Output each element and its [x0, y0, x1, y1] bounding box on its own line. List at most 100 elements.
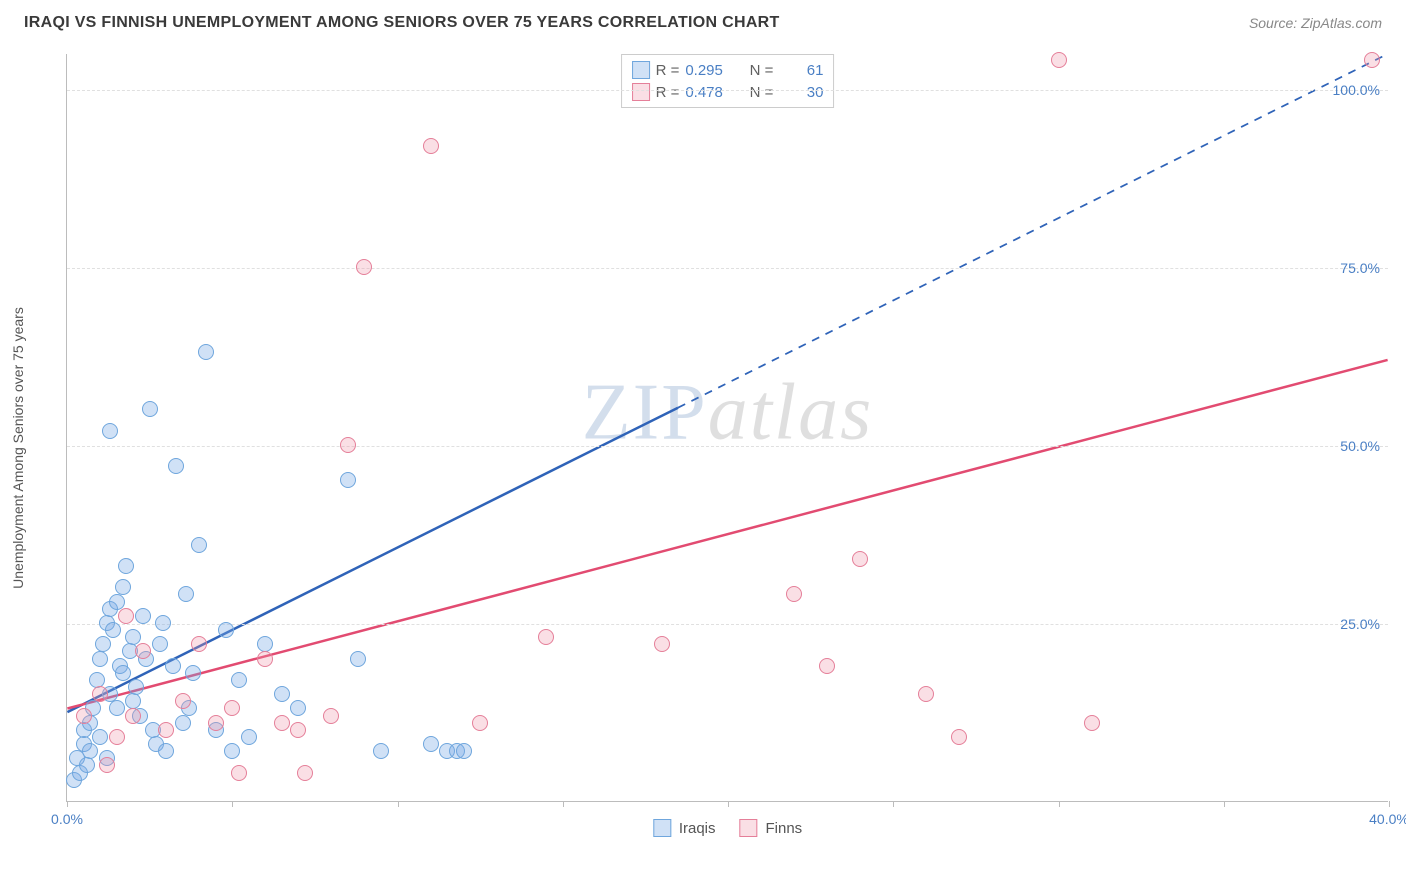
x-tick — [232, 801, 233, 807]
data-point-iraqis — [125, 629, 141, 645]
data-point-finns — [224, 700, 240, 716]
gridline — [67, 446, 1388, 447]
data-point-finns — [76, 708, 92, 724]
correlation-stats-box: R =0.295 N =61R =0.478 N =30 — [621, 54, 835, 108]
data-point-finns — [158, 722, 174, 738]
data-point-finns — [191, 636, 207, 652]
stat-n-label: N = — [750, 62, 774, 79]
data-point-iraqis — [82, 743, 98, 759]
data-point-iraqis — [92, 729, 108, 745]
data-point-iraqis — [373, 743, 389, 759]
gridline — [67, 268, 1388, 269]
data-point-iraqis — [224, 743, 240, 759]
data-point-iraqis — [128, 679, 144, 695]
data-point-iraqis — [241, 729, 257, 745]
data-point-iraqis — [198, 344, 214, 360]
legend: Iraqis Finns — [653, 819, 802, 837]
data-point-finns — [323, 708, 339, 724]
legend-swatch-icon — [632, 61, 650, 79]
gridline — [67, 624, 1388, 625]
legend-swatch-icon — [653, 819, 671, 837]
watermark-text-b: atlas — [708, 368, 874, 456]
data-point-iraqis — [231, 672, 247, 688]
gridline — [67, 90, 1388, 91]
scatter-plot-area: ZIPatlas R =0.295 N =61R =0.478 N =30 Ir… — [66, 54, 1388, 802]
data-point-iraqis — [102, 423, 118, 439]
trend-lines — [67, 54, 1388, 801]
data-point-iraqis — [423, 736, 439, 752]
x-tick — [893, 801, 894, 807]
stat-r-label: R = — [656, 84, 680, 101]
data-point-iraqis — [165, 658, 181, 674]
data-point-finns — [472, 715, 488, 731]
data-point-iraqis — [92, 651, 108, 667]
data-point-iraqis — [79, 757, 95, 773]
data-point-finns — [538, 629, 554, 645]
chart-title: IRAQI VS FINNISH UNEMPLOYMENT AMONG SENI… — [24, 14, 780, 32]
x-tick — [1389, 801, 1390, 807]
legend-item-iraqis: Iraqis — [653, 819, 716, 837]
data-point-finns — [951, 729, 967, 745]
stat-r-value: 0.295 — [685, 62, 729, 79]
data-point-iraqis — [158, 743, 174, 759]
x-tick — [563, 801, 564, 807]
data-point-finns — [231, 765, 247, 781]
trendline-iraqis — [67, 408, 678, 712]
data-point-finns — [135, 643, 151, 659]
data-point-iraqis — [350, 651, 366, 667]
data-point-finns — [257, 651, 273, 667]
data-point-iraqis — [191, 537, 207, 553]
data-point-finns — [1364, 52, 1380, 68]
x-tick — [728, 801, 729, 807]
legend-label: Iraqis — [679, 820, 716, 837]
data-point-finns — [1051, 52, 1067, 68]
data-point-finns — [99, 757, 115, 773]
stat-n-value: 30 — [779, 84, 823, 101]
legend-label: Finns — [766, 820, 803, 837]
source-attribution: Source: ZipAtlas.com — [1249, 15, 1382, 31]
chart-container: Unemployment Among Seniors over 75 years… — [48, 54, 1388, 842]
stat-r-label: R = — [656, 62, 680, 79]
y-tick-label: 100.0% — [1333, 82, 1380, 98]
data-point-finns — [92, 686, 108, 702]
data-point-iraqis — [118, 558, 134, 574]
stats-row-iraqis: R =0.295 N =61 — [632, 59, 824, 81]
data-point-finns — [852, 551, 868, 567]
data-point-finns — [918, 686, 934, 702]
data-point-finns — [297, 765, 313, 781]
y-tick-label: 25.0% — [1340, 616, 1380, 632]
data-point-finns — [786, 586, 802, 602]
data-point-finns — [208, 715, 224, 731]
stats-row-finns: R = 0.478 N = 30 — [632, 81, 824, 103]
stat-n-label: N = — [750, 84, 774, 101]
data-point-iraqis — [105, 622, 121, 638]
data-point-finns — [356, 259, 372, 275]
watermark: ZIPatlas — [582, 367, 874, 458]
data-point-iraqis — [290, 700, 306, 716]
data-point-iraqis — [456, 743, 472, 759]
legend-item-finns: Finns — [740, 819, 803, 837]
data-point-iraqis — [115, 665, 131, 681]
data-point-iraqis — [109, 594, 125, 610]
y-axis-label: Unemployment Among Seniors over 75 years — [10, 307, 26, 589]
data-point-iraqis — [142, 401, 158, 417]
x-tick — [67, 801, 68, 807]
data-point-finns — [118, 608, 134, 624]
data-point-finns — [274, 715, 290, 731]
stat-r-value: 0.478 — [685, 84, 729, 101]
data-point-finns — [340, 437, 356, 453]
data-point-iraqis — [135, 608, 151, 624]
data-point-iraqis — [340, 472, 356, 488]
data-point-finns — [109, 729, 125, 745]
data-point-iraqis — [109, 700, 125, 716]
legend-swatch-icon — [740, 819, 758, 837]
data-point-iraqis — [274, 686, 290, 702]
legend-swatch-icon — [632, 83, 650, 101]
y-tick-label: 75.0% — [1340, 260, 1380, 276]
data-point-finns — [819, 658, 835, 674]
data-point-iraqis — [168, 458, 184, 474]
data-point-finns — [175, 693, 191, 709]
data-point-iraqis — [95, 636, 111, 652]
x-tick — [398, 801, 399, 807]
data-point-finns — [654, 636, 670, 652]
